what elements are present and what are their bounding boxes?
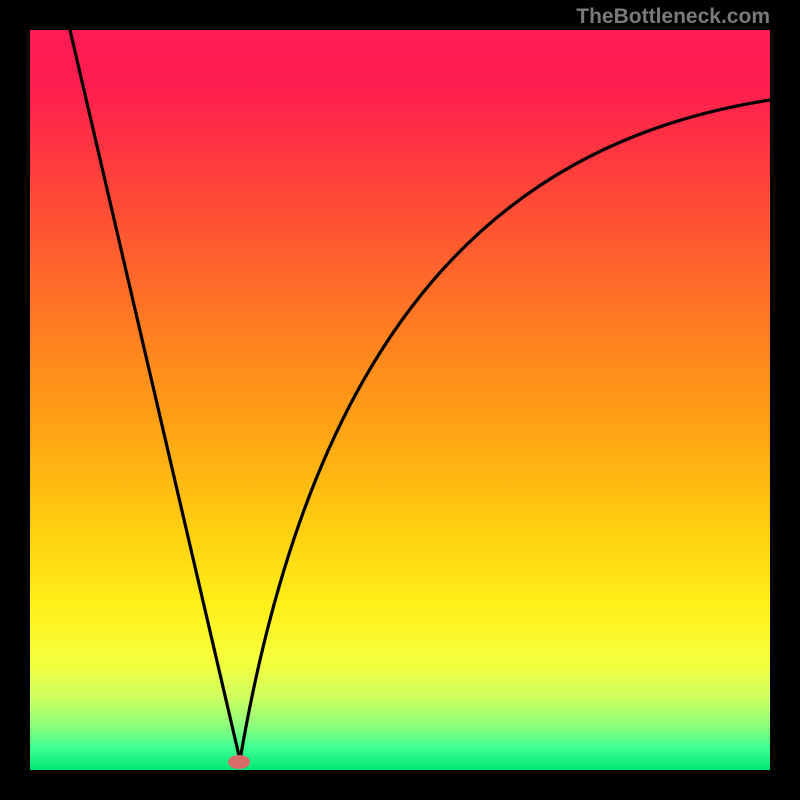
watermark-text: TheBottleneck.com [576, 5, 770, 29]
curve-layer [0, 0, 800, 800]
chart-frame: TheBottleneck.com [0, 0, 800, 800]
min-point-marker [228, 755, 250, 769]
bottleneck-curve [70, 30, 770, 760]
